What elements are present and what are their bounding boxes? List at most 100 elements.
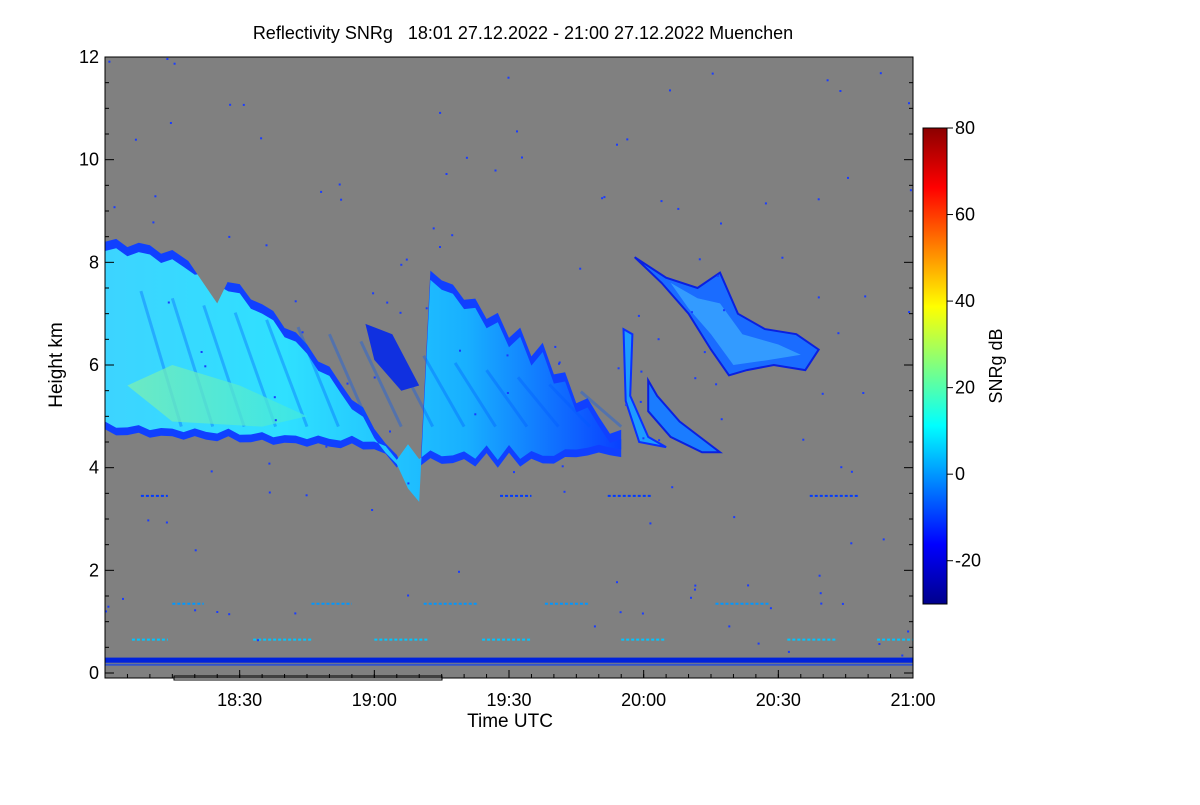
- colorbar-tick-label: 0: [955, 464, 965, 484]
- noise-speck: [625, 404, 628, 406]
- noise-speck: [603, 196, 606, 199]
- noise-speck: [458, 570, 460, 573]
- noise-speck: [386, 301, 389, 304]
- noise-speck: [802, 438, 805, 441]
- noise-speck: [346, 382, 349, 385]
- noise-speck: [173, 62, 176, 65]
- x-axis: 18:30 19:00 19:30 20:00 20:30 21:00: [126, 670, 936, 710]
- noise-speck: [677, 207, 680, 210]
- noise-speck: [837, 332, 840, 335]
- noise-speck: [459, 349, 461, 352]
- noise-speck: [601, 197, 604, 200]
- noise-speck: [908, 102, 910, 105]
- noise-speck: [105, 610, 107, 613]
- noise-speck: [274, 419, 277, 422]
- upper-cloud-core: [670, 282, 801, 365]
- x-tick-label: 19:00: [352, 690, 397, 710]
- noise-speck: [764, 202, 767, 205]
- noise-speck: [320, 190, 323, 193]
- noise-speck: [728, 625, 731, 628]
- noise-speck: [340, 198, 343, 201]
- noise-speck: [657, 338, 660, 341]
- noise-speck: [301, 331, 304, 334]
- noise-speck: [901, 654, 904, 657]
- noise-speck: [826, 79, 829, 82]
- noise-speck: [641, 612, 644, 615]
- noise-speck: [561, 465, 564, 468]
- noise-speck: [720, 222, 722, 225]
- noise-speck: [294, 300, 297, 303]
- noise-speck: [154, 195, 157, 198]
- noise-speck: [642, 437, 645, 440]
- noise-speck: [113, 206, 116, 209]
- cloud-notch: [185, 257, 240, 304]
- noise-speck: [820, 602, 823, 605]
- noise-speck: [338, 183, 341, 186]
- noise-speck: [432, 227, 435, 230]
- noise-speck: [506, 392, 509, 394]
- y-tick-label: 10: [79, 150, 99, 170]
- noise-speck: [372, 292, 375, 295]
- fall-streak-line: [516, 376, 560, 428]
- x-tick-label: 19:30: [486, 690, 531, 710]
- noise-speck: [405, 258, 408, 261]
- noise-speck: [817, 296, 820, 299]
- noise-speck: [617, 367, 620, 370]
- noise-speck: [817, 198, 820, 201]
- y-tick-label: 12: [79, 47, 99, 67]
- noise-speck: [757, 642, 760, 645]
- noise-speck: [194, 549, 197, 552]
- fall-streak-line: [296, 326, 340, 428]
- ground-clutter-line-2: [105, 663, 913, 666]
- noise-speck: [507, 76, 510, 79]
- fall-streak-line: [265, 319, 309, 428]
- noise-speck: [474, 413, 477, 416]
- noise-speck: [818, 574, 821, 577]
- main-cloud-layer: [105, 248, 622, 502]
- noise-speck: [879, 72, 882, 75]
- noise-speck: [850, 542, 853, 545]
- ground-clutter-line: [105, 657, 913, 663]
- noise-speck: [660, 200, 663, 203]
- features-layer: [105, 58, 913, 666]
- noise-speck: [563, 490, 566, 493]
- cloud-notch: [275, 262, 312, 299]
- y-tick-label: 4: [89, 458, 99, 478]
- noise-speck: [711, 72, 714, 75]
- noise-speck: [694, 588, 696, 591]
- noise-speck: [169, 122, 172, 124]
- noise-speck: [819, 592, 822, 595]
- noise-speck: [465, 156, 468, 159]
- noise-speck: [690, 596, 692, 599]
- cloud-core: [127, 365, 308, 427]
- x-tick-label: 18:30: [217, 690, 262, 710]
- noise-speck: [619, 611, 622, 614]
- noise-speck: [451, 234, 454, 237]
- noise-speck: [147, 519, 150, 522]
- noise-speck: [122, 597, 124, 600]
- colorbar-tick-label: -20: [955, 551, 981, 571]
- noise-speck: [439, 246, 441, 248]
- noise-speck: [265, 244, 268, 247]
- noise-speck: [703, 351, 706, 354]
- noise-speck: [268, 462, 271, 465]
- noise-speck: [108, 60, 111, 63]
- noise-speck: [839, 90, 842, 92]
- noise-speck: [229, 103, 232, 106]
- noise-speck: [166, 58, 169, 60]
- y-axis: 0 2 4 6 8 10 12: [79, 47, 913, 683]
- noise-speck: [691, 311, 693, 314]
- x-tick-label: 20:00: [621, 690, 666, 710]
- noise-speck: [781, 256, 784, 259]
- noise-speck: [294, 612, 297, 615]
- noise-speck: [593, 625, 596, 628]
- noise-speck: [216, 611, 219, 613]
- noise-speck: [723, 309, 725, 312]
- chart-title: Reflectivity SNRg 18:01 27.12.2022 - 21:…: [253, 23, 793, 43]
- noise-speck: [134, 138, 137, 141]
- y-tick-label: 6: [89, 355, 99, 375]
- cloud-gap: [365, 323, 420, 391]
- colorbar-ticks: -20 0 20 40 60 80: [947, 118, 981, 571]
